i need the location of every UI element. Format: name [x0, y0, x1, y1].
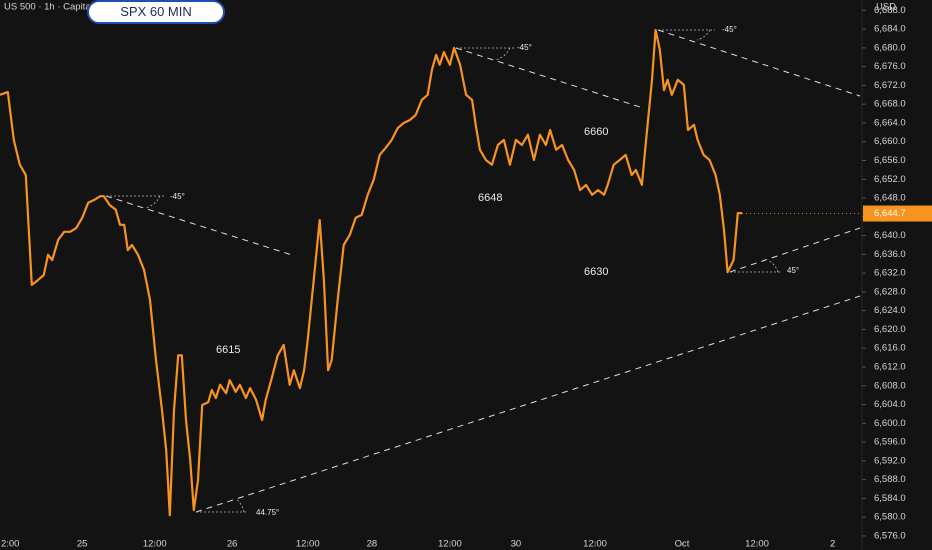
- title-badge: [87, 0, 225, 24]
- angle-marker: [106, 195, 165, 209]
- x-tick-label: 12:00: [143, 539, 167, 550]
- x-tick-label: 26: [227, 539, 238, 550]
- angle-label: -45°: [170, 192, 185, 201]
- angle-marker: [456, 47, 515, 61]
- trend-lines: [105, 29, 861, 513]
- y-tick-label: 6,640.0: [874, 230, 906, 241]
- y-tick-label: 6,596.0: [874, 437, 906, 448]
- x-tick-label: 12:00: [745, 539, 769, 550]
- x-tick-label: 2: [830, 539, 835, 550]
- y-tick-label: 6,660.0: [874, 136, 906, 147]
- currency-label: USD: [876, 2, 896, 13]
- last-price-label: 6,644.7: [874, 208, 906, 219]
- x-tick-label: 30: [511, 539, 522, 550]
- y-tick-label: 6,580.0: [874, 512, 906, 523]
- y-tick-label: 6,656.0: [874, 155, 906, 166]
- level-annotation: 6660: [584, 126, 608, 138]
- y-tick-label: 6,668.0: [874, 99, 906, 110]
- y-tick-label: 6,648.0: [874, 193, 906, 204]
- symbol-label: US 500 · 1h · Capital.com: [4, 2, 113, 13]
- y-tick-label: 6,584.0: [874, 493, 906, 504]
- y-tick-label: 6,612.0: [874, 362, 906, 373]
- y-tick-label: 6,628.0: [874, 286, 906, 297]
- y-tick-label: 6,684.0: [874, 24, 906, 35]
- y-tick-label: 6,608.0: [874, 380, 906, 391]
- level-annotation: 6648: [478, 192, 502, 204]
- y-tick-label: 6,616.0: [874, 343, 906, 354]
- y-tick-label: 6,636.0: [874, 249, 906, 260]
- y-tick-label: 6,652.0: [874, 174, 906, 185]
- y-tick-label: 6,600.0: [874, 418, 906, 429]
- angle-marker: [196, 498, 248, 513]
- y-tick-label: 6,676.0: [874, 61, 906, 72]
- angle-marker: [658, 29, 715, 41]
- y-tick-label: 6,672.0: [874, 80, 906, 91]
- y-tick-label: 6,664.0: [874, 117, 906, 128]
- y-tick-label: 6,588.0: [874, 474, 906, 485]
- y-tick-label: 6,632.0: [874, 268, 906, 279]
- x-tick-label: 12:00: [438, 539, 462, 550]
- y-tick-label: 6,620.0: [874, 324, 906, 335]
- y-tick-label: 6,604.0: [874, 399, 906, 410]
- angle-label: 45°: [787, 266, 799, 275]
- chart-title: SPX 60 MIN: [120, 4, 192, 19]
- y-tick-label: 6,576.0: [874, 530, 906, 541]
- trend-line: [657, 29, 861, 97]
- y-tick-label: 6,688.0: [874, 5, 906, 16]
- angle-label: -45°: [722, 25, 737, 34]
- y-tick-label: 6,592.0: [874, 455, 906, 466]
- x-tick-label: 28: [367, 539, 378, 550]
- angle-label: 44.75°: [256, 508, 279, 517]
- last-price-badge: [863, 205, 932, 222]
- angle-marker: [730, 259, 782, 273]
- x-tick-label: 25: [77, 539, 88, 550]
- level-annotation: 6630: [584, 266, 608, 278]
- x-tick-label: Oct: [675, 539, 690, 550]
- x-tick-label: 2:00: [1, 539, 20, 550]
- angle-label: -45°: [517, 43, 532, 52]
- x-tick-label: 12:00: [296, 539, 320, 550]
- price-line: [0, 28, 742, 517]
- trend-line: [729, 227, 861, 273]
- x-tick-label: 12:00: [583, 539, 607, 550]
- y-tick-label: 6,624.0: [874, 305, 906, 316]
- level-annotation: 6615: [216, 344, 240, 356]
- y-tick-label: 6,680.0: [874, 42, 906, 53]
